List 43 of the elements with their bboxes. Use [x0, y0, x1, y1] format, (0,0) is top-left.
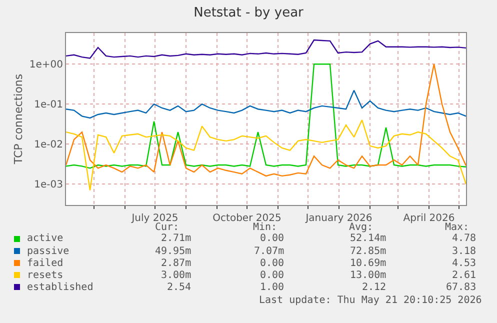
text: 67.83	[446, 282, 476, 293]
y-tick-label: 1e-03	[34, 180, 63, 191]
legend-label: active	[27, 233, 64, 244]
text: Avg:	[349, 222, 374, 233]
text: 2.71m	[161, 233, 192, 244]
text: 52.14m	[350, 233, 386, 244]
x-tick-label: January 2026	[304, 213, 372, 224]
text: 2.54	[167, 282, 192, 293]
text: 10.69m	[350, 258, 386, 269]
text: 3.18	[452, 246, 476, 257]
text: 2.12	[362, 282, 386, 293]
text: Min:	[253, 222, 278, 233]
text: 49.95m	[155, 246, 192, 257]
x-tick-label: April 2026	[403, 213, 455, 224]
text: 72.85m	[350, 246, 386, 257]
text: 2.87m	[161, 258, 192, 269]
line-series	[66, 119, 466, 191]
y-tick-label: 1e-01	[34, 100, 63, 111]
text: 2.61	[452, 270, 476, 281]
text: 13.00m	[350, 270, 386, 281]
text: Max:	[445, 222, 470, 233]
legend-label: resets	[27, 270, 64, 281]
text: 1.00	[260, 282, 284, 293]
text: 4.78	[452, 233, 476, 244]
y-tick-label: 1e-02	[34, 140, 63, 151]
text: 4.53	[452, 258, 476, 269]
y-axis-title: TCP connections	[12, 74, 26, 166]
text: Cur:	[155, 222, 180, 233]
y-tick-label: 1e+00	[29, 60, 63, 71]
text: 7.07m	[254, 246, 284, 257]
chart-title: Netstat - by year	[194, 6, 304, 21]
text: 0.00	[260, 233, 284, 244]
legend-label: failed	[27, 258, 64, 269]
legend-label: established	[27, 282, 94, 293]
line-series	[66, 39, 466, 59]
legend-label: passive	[27, 246, 70, 257]
text: 0.00	[260, 258, 284, 269]
line-series	[66, 90, 466, 119]
x-tick-label: October 2025	[212, 213, 282, 224]
text: 3.00m	[161, 270, 192, 281]
text: Last update: Thu May 21 20:10:25 2026	[259, 295, 482, 306]
text: 0.00	[260, 270, 284, 281]
x-tick-label: July 2025	[130, 213, 178, 224]
